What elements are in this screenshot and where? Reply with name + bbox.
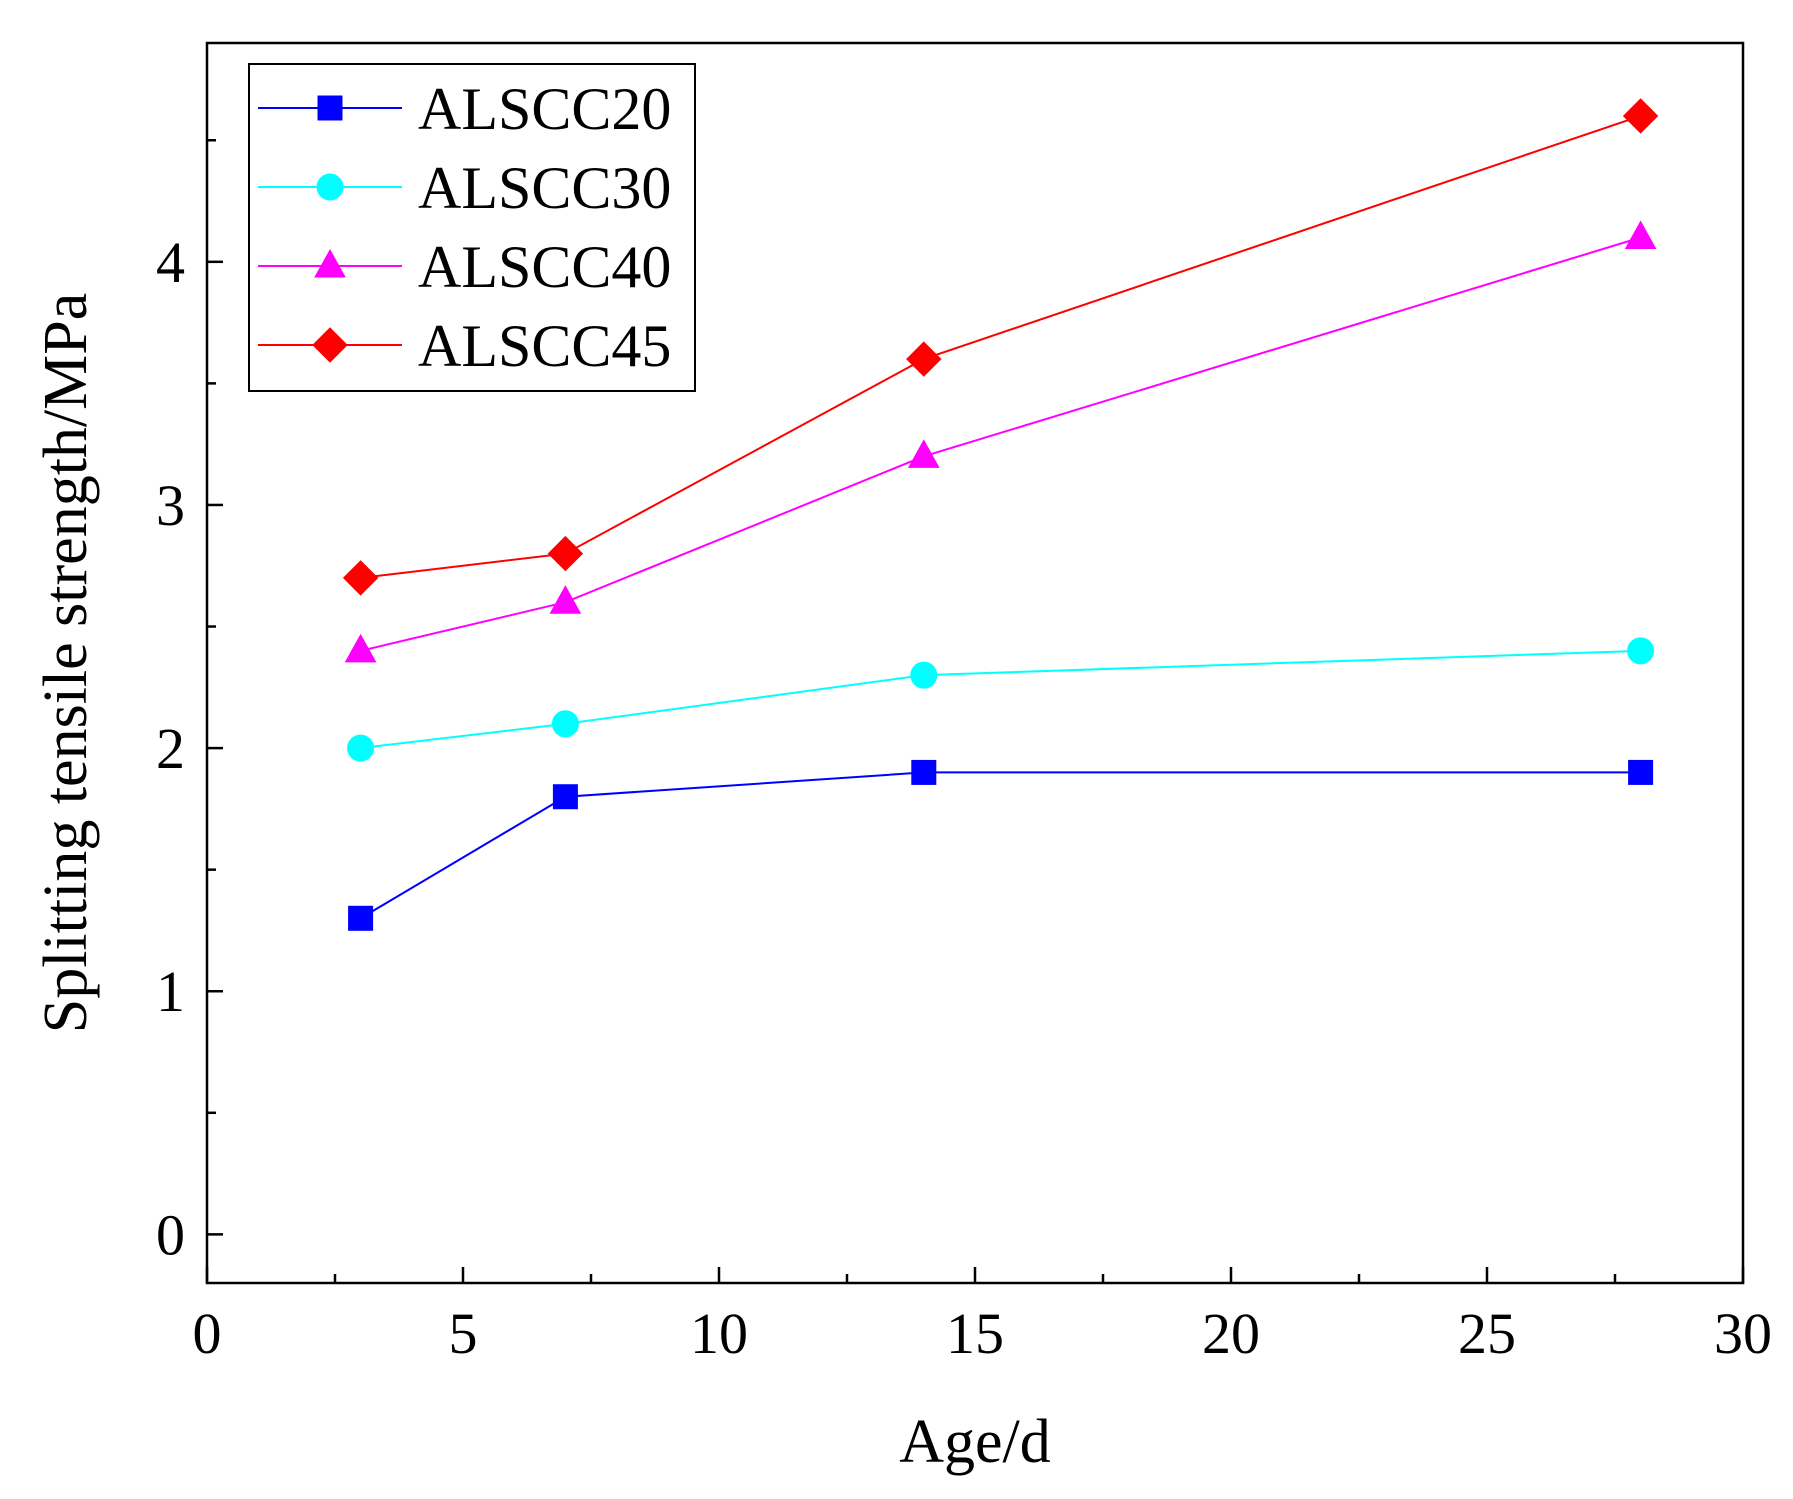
series-alscc45	[342, 98, 1659, 596]
data-point-alscc20	[348, 905, 374, 931]
legend-label: ALSCC45	[418, 313, 671, 379]
series-line-alscc20	[360, 771, 1641, 920]
y-tick-label: 2	[156, 716, 185, 781]
data-point-alscc45	[342, 560, 379, 596]
data-point-alscc30	[551, 710, 579, 738]
data-point-alscc40	[549, 585, 582, 614]
y-tick-label: 0	[156, 1202, 185, 1267]
data-point-alscc45	[906, 341, 942, 377]
legend-marker-alscc40	[314, 248, 346, 278]
y-tick-label: 3	[156, 473, 185, 538]
series-alscc30	[347, 637, 1655, 762]
axis-ticks	[205, 139, 1745, 1283]
legend-label: ALSCC30	[418, 155, 671, 221]
data-point-alscc20	[552, 784, 578, 810]
legend-item-alscc30: ALSCC30	[258, 155, 671, 221]
x-tick-label: 15	[946, 1301, 1004, 1366]
legend-marker-alscc20	[317, 95, 343, 121]
series-line-alscc45	[360, 114, 1641, 579]
data-point-alscc20	[911, 759, 937, 785]
x-tick-label: 20	[1202, 1301, 1260, 1366]
series-alscc40	[344, 220, 1657, 663]
legend-label: ALSCC20	[418, 76, 671, 142]
y-tick-label: 4	[156, 230, 185, 295]
data-point-alscc30	[1627, 637, 1655, 665]
x-tick-label: 10	[690, 1301, 748, 1366]
series-line-alscc40	[360, 236, 1641, 652]
data-point-alscc20	[1628, 759, 1654, 785]
data-point-alscc40	[344, 633, 377, 663]
legend-marker-alscc45	[312, 327, 348, 363]
x-tick-label: 0	[193, 1301, 222, 1366]
x-tick-label: 5	[449, 1301, 478, 1366]
data-point-alscc45	[547, 535, 584, 572]
series-line-alscc30	[360, 649, 1641, 750]
legend-item-alscc45: ALSCC45	[258, 313, 671, 379]
y-axis-title: Splitting tensile strength/MPa	[32, 293, 100, 1034]
data-point-alscc30	[910, 661, 938, 689]
legend: ALSCC20 ALSCC30 ALSCC40 ALSCC45	[248, 63, 696, 392]
series-alscc20	[348, 759, 1654, 931]
legend-marker-alscc30	[316, 173, 344, 201]
data-point-alscc45	[1622, 98, 1659, 134]
y-tick-labels: 0 1 2 3 4	[156, 230, 185, 1268]
series-layer	[342, 98, 1659, 931]
x-tick-labels: 0 5 10 15 20 25 30	[193, 1301, 1773, 1366]
x-tick-label: 25	[1458, 1301, 1516, 1366]
data-point-alscc40	[1624, 220, 1657, 250]
data-point-alscc40	[907, 439, 940, 468]
legend-item-alscc40: ALSCC40	[258, 234, 671, 300]
data-point-alscc30	[347, 734, 375, 762]
legend-item-alscc20: ALSCC20	[258, 76, 671, 142]
x-axis-title: Age/d	[899, 1408, 1051, 1476]
legend-label: ALSCC40	[418, 234, 671, 300]
x-tick-label: 30	[1714, 1301, 1772, 1366]
y-tick-label: 1	[156, 959, 185, 1024]
